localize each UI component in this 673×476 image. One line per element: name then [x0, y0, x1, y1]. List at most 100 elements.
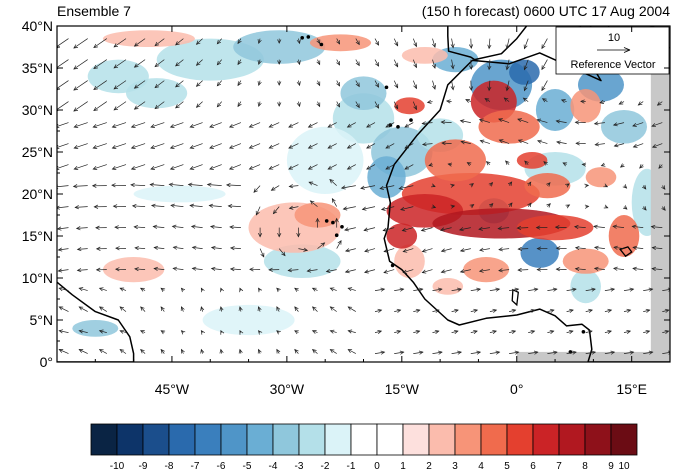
lat-label: 25°N	[22, 144, 53, 160]
reference-magnitude: 10	[608, 32, 620, 44]
anomaly-patch	[394, 97, 425, 114]
colorbar-label: -5	[243, 461, 252, 471]
colorbar-swatch	[507, 424, 533, 455]
colorbar-swatch	[299, 424, 325, 455]
anomaly-patch	[536, 89, 574, 131]
colorbar-swatch	[325, 424, 351, 455]
vector-shaft	[556, 269, 566, 270]
anomaly-patch	[203, 305, 295, 335]
colorbar-swatch	[247, 424, 273, 455]
colorbar-swatch	[429, 424, 455, 455]
colorbar-label: -10	[110, 461, 125, 471]
colorbar-swatch	[403, 424, 429, 455]
anomaly-patch	[103, 257, 164, 282]
title-left: Ensemble 7	[57, 3, 131, 19]
anomaly-patch	[287, 127, 364, 194]
anomaly-patch	[72, 320, 118, 337]
vector-shaft	[517, 228, 528, 229]
island	[325, 219, 329, 223]
island	[320, 43, 324, 47]
anomaly-patch	[233, 30, 325, 64]
colorbar-swatch	[91, 424, 117, 455]
anomaly-patch	[601, 110, 647, 144]
island	[385, 86, 389, 90]
colorbar-label: 8	[582, 461, 588, 471]
island	[340, 225, 344, 229]
colorbar-label: 3	[452, 461, 458, 471]
colorbar-label: -3	[295, 461, 304, 471]
colorbar-swatch	[559, 424, 585, 455]
lon-label: 30°W	[270, 381, 305, 397]
colorbar-swatch	[585, 424, 611, 455]
colorbar-label: -8	[165, 461, 174, 471]
anomaly-patch	[570, 89, 601, 123]
colorbar-swatch	[351, 424, 377, 455]
reference-vector-box: 10 Reference Vector	[556, 27, 669, 74]
colorbar-label: -7	[191, 461, 200, 471]
colorbar-swatch	[377, 424, 403, 455]
colorbar-label: -9	[139, 461, 148, 471]
anomaly-patch	[586, 167, 617, 187]
colorbar-label: 1	[400, 461, 406, 471]
island	[582, 330, 586, 334]
colorbar-label: -1	[347, 461, 356, 471]
anomaly-patch	[126, 78, 187, 108]
colorbar-label: 2	[426, 461, 432, 471]
lon-label: 15°W	[385, 381, 420, 397]
lon-label: 0°	[510, 381, 523, 397]
colorbar-swatch	[143, 424, 169, 455]
island	[331, 221, 335, 225]
colorbar-swatch	[195, 424, 221, 455]
colorbar-label: -4	[269, 461, 278, 471]
lat-label: 10°N	[22, 270, 53, 286]
lat-label: 5°N	[30, 312, 54, 328]
colorbar-swatch	[611, 424, 637, 455]
colorbar-label: 4	[478, 461, 484, 471]
lat-label: 40°N	[22, 18, 53, 34]
anomaly-patch	[563, 249, 609, 274]
lon-label: 45°W	[155, 381, 190, 397]
lat-label: 30°N	[22, 102, 53, 118]
anomaly-patch	[433, 278, 464, 295]
colorbar-label: 6	[530, 461, 536, 471]
anomaly-patch	[570, 270, 601, 304]
island	[300, 36, 304, 40]
anomaly-patch	[402, 47, 448, 64]
colorbar-label: 0	[374, 461, 380, 471]
island	[409, 118, 413, 122]
anomaly-patch	[517, 152, 548, 169]
colorbar-label: 7	[556, 461, 562, 471]
island	[307, 35, 311, 39]
colorbar-swatch	[117, 424, 143, 455]
anomaly-patch	[509, 60, 540, 85]
colorbar-label: -2	[321, 461, 330, 471]
colorbar-swatch	[221, 424, 247, 455]
colorbar-swatch	[273, 424, 299, 455]
lon-label: 15°E	[616, 381, 647, 397]
lat-label: 20°N	[22, 186, 53, 202]
title-right: (150 h forecast) 0600 UTC 17 Aug 2004	[422, 3, 670, 19]
colorbar-swatch	[169, 424, 195, 455]
anomaly-patch	[387, 223, 418, 248]
anomaly-patch	[521, 238, 559, 268]
anomaly-patch	[134, 186, 226, 203]
lat-label: 35°N	[22, 60, 53, 76]
colorbar-swatch	[481, 424, 507, 455]
anomaly-patch	[479, 110, 540, 144]
colorbar-label: 9	[608, 461, 614, 471]
lat-label: 15°N	[22, 228, 53, 244]
island	[391, 264, 395, 268]
anomaly-patch	[341, 76, 387, 110]
colorbar-label: 5	[504, 461, 510, 471]
island	[396, 125, 400, 129]
anomaly-patch	[103, 30, 195, 47]
colorbar-label: 10	[618, 461, 630, 471]
vector-shaft	[556, 227, 567, 228]
island	[335, 233, 339, 237]
colorbar-swatch	[533, 424, 559, 455]
anomaly-patch	[367, 156, 405, 198]
colorbar-swatch	[455, 424, 481, 455]
